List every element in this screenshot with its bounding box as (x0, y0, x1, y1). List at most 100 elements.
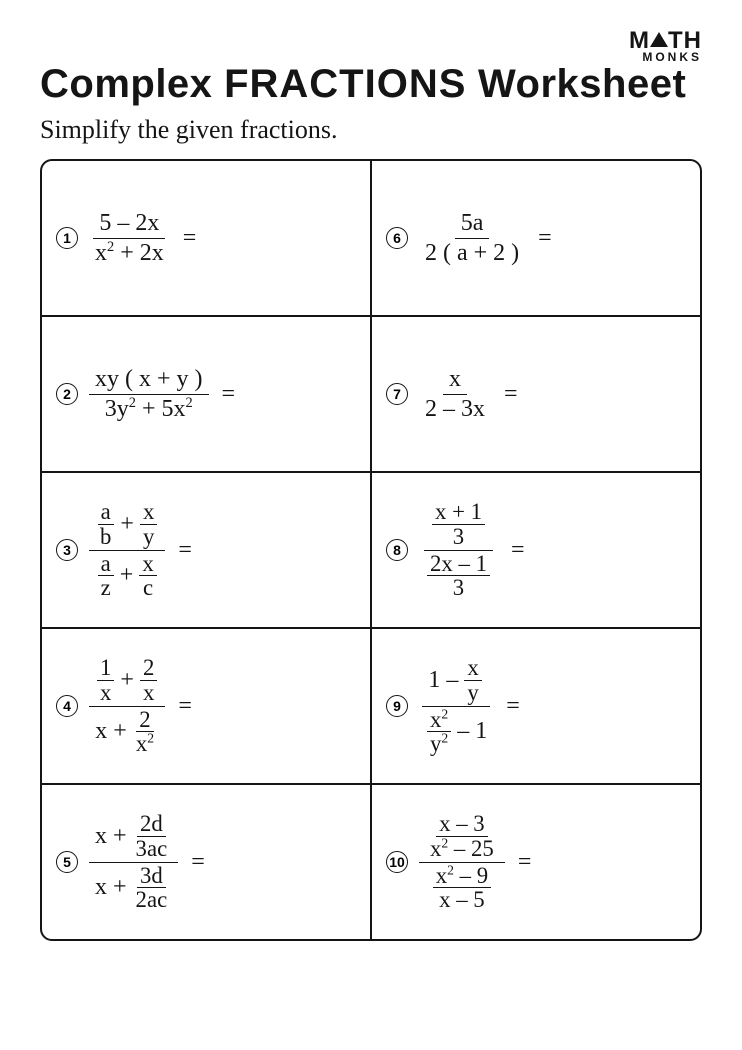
problem-cell: 4 1x + 2x x + 2x2 = (42, 629, 372, 783)
equals-sign: = (178, 537, 192, 564)
fraction: xy ( x + y ) 3y2 + 5x2 (89, 365, 209, 424)
sub-fraction: az (98, 552, 114, 601)
title-word: Worksheet (478, 62, 686, 106)
fraction: 5 – 2x x2 + 2x (89, 209, 170, 268)
sub-fraction: ab (97, 500, 114, 549)
numerator: x (443, 365, 467, 395)
expression: 5a 2 ( a + 2 ) = (416, 209, 558, 268)
problem-cell: 9 1 – xy x2y2 – 1 = (372, 629, 700, 783)
term: x + (95, 874, 127, 901)
fraction: ab + xy az + xc (89, 499, 165, 602)
numerator: 1x + 2x (89, 655, 165, 707)
sub-fraction: xy (464, 656, 481, 705)
question-number: 10 (386, 851, 408, 873)
question-number: 6 (386, 227, 408, 249)
fraction: x + 13 2x – 13 (419, 499, 498, 602)
expression: 5 – 2x x2 + 2x = (86, 209, 202, 268)
term: – 1 (457, 718, 487, 745)
sub-fraction: xy (140, 500, 157, 549)
problem-cell: 3 ab + xy az + xc = (42, 473, 372, 627)
denominator: x2 + 2x (89, 239, 170, 268)
denominator: 3y2 + 5x2 (99, 395, 199, 424)
title-word: FRACTIONS (224, 62, 466, 106)
equals-sign: = (504, 381, 518, 408)
fraction: x + 2d3ac x + 3d2ac (89, 811, 178, 914)
numerator: x + 13 (424, 499, 493, 551)
fraction: x – 3x2 – 25 x2 – 9x – 5 (419, 811, 505, 914)
operator: + (120, 562, 134, 589)
question-number: 8 (386, 539, 408, 561)
expression: x + 13 2x – 13 = (416, 499, 531, 602)
sub-fraction: x2 – 9x – 5 (433, 864, 491, 913)
denominator: 2x – 13 (419, 551, 498, 602)
page-title: Complex FRACTIONS Worksheet (40, 62, 702, 107)
problem-cell: 1 5 – 2x x2 + 2x = (42, 161, 372, 315)
expression: ab + xy az + xc = (86, 499, 198, 602)
problem-cell: 6 5a 2 ( a + 2 ) = (372, 161, 700, 315)
fraction: 1x + 2x x + 2x2 (89, 655, 165, 758)
problem-cell: 5 x + 2d3ac x + 3d2ac = (42, 785, 372, 939)
grid-row: 3 ab + xy az + xc = (42, 471, 700, 627)
equals-sign: = (222, 381, 236, 408)
expression: 1 – xy x2y2 – 1 = (416, 655, 526, 758)
sub-fraction: x – 3x2 – 25 (427, 812, 497, 861)
numerator: 1 – xy (422, 655, 489, 707)
question-number: 2 (56, 383, 78, 405)
denominator: 2 – 3x (419, 395, 491, 424)
sub-fraction: x + 13 (432, 500, 485, 549)
fraction: 5a 2 ( a + 2 ) (419, 209, 525, 268)
equals-sign: = (506, 693, 520, 720)
numerator: xy ( x + y ) (89, 365, 209, 395)
denominator: x + 2x2 (89, 707, 165, 758)
operator: + (120, 667, 134, 694)
expression: x – 3x2 – 25 x2 – 9x – 5 = (416, 811, 537, 914)
sub-fraction: 3d2ac (133, 864, 171, 913)
equals-sign: = (183, 225, 197, 252)
denominator: x2 – 9x – 5 (425, 863, 499, 914)
sub-fraction: 1x (97, 656, 114, 705)
question-number: 4 (56, 695, 78, 717)
grid-row: 4 1x + 2x x + 2x2 = (42, 627, 700, 783)
question-number: 1 (56, 227, 78, 249)
equals-sign: = (191, 849, 205, 876)
problem-cell: 10 x – 3x2 – 25 x2 – 9x – 5 = (372, 785, 700, 939)
grid-row: 2 xy ( x + y ) 3y2 + 5x2 = 7 x 2 – 3x = (42, 315, 700, 471)
operator: + (120, 511, 134, 538)
numerator: ab + xy (89, 499, 165, 551)
brand-logo: MTH MONKS (629, 30, 702, 62)
title-word: Complex (40, 62, 212, 106)
expression: xy ( x + y ) 3y2 + 5x2 = (86, 365, 241, 424)
sub-fraction: x2y2 (427, 708, 451, 757)
problem-grid: 1 5 – 2x x2 + 2x = 6 5a 2 ( a + 2 ) = (40, 159, 702, 941)
question-number: 9 (386, 695, 408, 717)
equals-sign: = (538, 225, 552, 252)
numerator: 5a (455, 209, 490, 239)
triangle-icon (650, 32, 668, 47)
expression: x 2 – 3x = (416, 365, 524, 424)
numerator: x + 2d3ac (89, 811, 178, 863)
equals-sign: = (511, 537, 525, 564)
equals-sign: = (518, 849, 532, 876)
question-number: 3 (56, 539, 78, 561)
logo-line1: MTH (629, 30, 702, 52)
term: 1 – (428, 667, 458, 694)
grid-row: 1 5 – 2x x2 + 2x = 6 5a 2 ( a + 2 ) = (42, 161, 700, 315)
problem-cell: 8 x + 13 2x – 13 = (372, 473, 700, 627)
numerator: x – 3x2 – 25 (419, 811, 505, 863)
sub-fraction: 2x2 (133, 708, 157, 757)
expression: 1x + 2x x + 2x2 = (86, 655, 198, 758)
numerator: 5 – 2x (93, 209, 165, 239)
question-number: 7 (386, 383, 408, 405)
denominator: 2 ( a + 2 ) (419, 239, 525, 268)
sub-fraction: 2d3ac (133, 812, 171, 861)
term: x + (95, 718, 127, 745)
grid-row: 5 x + 2d3ac x + 3d2ac = (42, 783, 700, 939)
denominator: az + xc (90, 551, 165, 602)
denominator: x2y2 – 1 (419, 707, 493, 758)
problem-cell: 7 x 2 – 3x = (372, 317, 700, 471)
sub-fraction: xc (139, 552, 156, 601)
expression: x + 2d3ac x + 3d2ac = (86, 811, 211, 914)
question-number: 5 (56, 851, 78, 873)
worksheet-page: MTH MONKS Complex FRACTIONS Worksheet Si… (0, 0, 742, 981)
fraction: x 2 – 3x (419, 365, 491, 424)
